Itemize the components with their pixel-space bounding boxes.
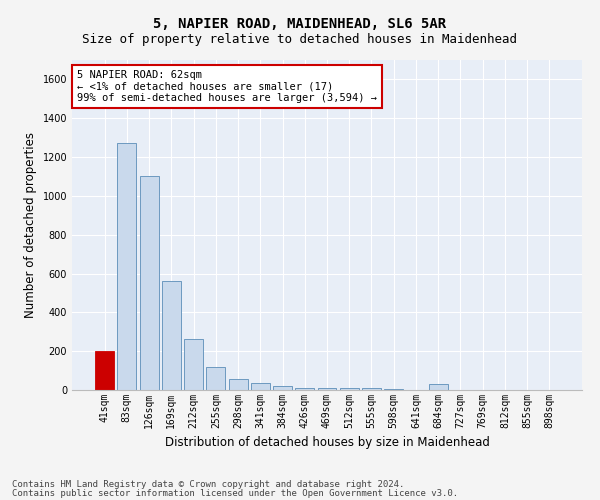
Bar [384,389,403,390]
Bar [206,366,225,390]
Text: Contains public sector information licensed under the Open Government Licence v3: Contains public sector information licen… [12,488,458,498]
Bar [340,388,359,390]
Bar [184,338,203,390]
Bar [362,388,381,390]
Bar [118,144,136,390]
Text: 5 NAPIER ROAD: 62sqm
← <1% of detached houses are smaller (17)
99% of semi-detac: 5 NAPIER ROAD: 62sqm ← <1% of detached h… [77,70,377,103]
X-axis label: Distribution of detached houses by size in Maidenhead: Distribution of detached houses by size … [164,436,490,450]
Bar [273,386,292,390]
Bar [251,383,270,390]
Bar [229,380,248,390]
Text: 5, NAPIER ROAD, MAIDENHEAD, SL6 5AR: 5, NAPIER ROAD, MAIDENHEAD, SL6 5AR [154,18,446,32]
Text: Contains HM Land Registry data © Crown copyright and database right 2024.: Contains HM Land Registry data © Crown c… [12,480,404,489]
Bar [295,388,314,390]
Text: Size of property relative to detached houses in Maidenhead: Size of property relative to detached ho… [83,32,517,46]
Bar [95,351,114,390]
Bar [162,282,181,390]
Bar [140,176,158,390]
Y-axis label: Number of detached properties: Number of detached properties [24,132,37,318]
Bar [317,388,337,390]
Bar [429,384,448,390]
